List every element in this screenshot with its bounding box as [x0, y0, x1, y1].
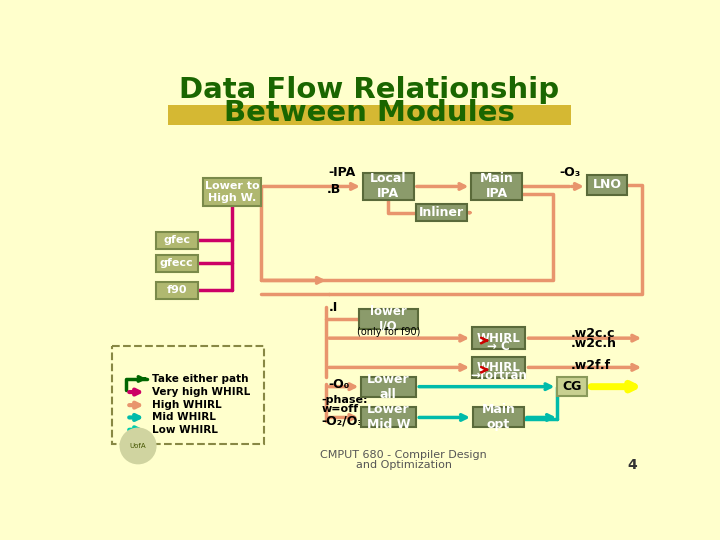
Text: → C: → C	[487, 340, 510, 353]
Text: Lower to
High W.: Lower to High W.	[204, 181, 259, 202]
Text: Main
opt: Main opt	[482, 403, 516, 431]
Text: Local
IPA: Local IPA	[370, 172, 407, 200]
Text: (only for f90): (only for f90)	[356, 327, 420, 337]
Text: gfecc: gfecc	[160, 259, 194, 268]
Text: Low WHIRL: Low WHIRL	[152, 425, 218, 435]
FancyBboxPatch shape	[203, 178, 261, 206]
FancyBboxPatch shape	[472, 327, 525, 349]
Text: -O₃: -O₃	[559, 166, 580, 179]
FancyBboxPatch shape	[472, 173, 523, 200]
Text: w=off: w=off	[322, 404, 359, 414]
Text: -phase:: -phase:	[322, 395, 368, 405]
FancyBboxPatch shape	[361, 408, 415, 428]
Text: .B: .B	[327, 183, 341, 196]
Text: .w2f.f: .w2f.f	[570, 360, 611, 373]
Text: 4: 4	[628, 458, 637, 472]
Text: CG: CG	[562, 380, 582, 393]
FancyBboxPatch shape	[168, 105, 570, 125]
FancyBboxPatch shape	[363, 173, 414, 200]
FancyBboxPatch shape	[472, 356, 525, 378]
Text: Inliner: Inliner	[418, 206, 464, 219]
Text: →fortran: →fortran	[470, 369, 527, 382]
FancyBboxPatch shape	[156, 282, 198, 299]
FancyBboxPatch shape	[587, 175, 627, 195]
Text: .w2c.h: .w2c.h	[570, 337, 616, 350]
Text: High WHIRL: High WHIRL	[152, 400, 222, 410]
Text: lower
I/O: lower I/O	[370, 305, 407, 333]
Text: Mid WHIRL: Mid WHIRL	[152, 413, 216, 422]
Text: Between Modules: Between Modules	[224, 98, 514, 126]
FancyBboxPatch shape	[359, 309, 418, 329]
Text: gfec: gfec	[163, 235, 190, 245]
Text: .I: .I	[329, 301, 338, 314]
Text: Main
IPA: Main IPA	[480, 172, 514, 200]
Circle shape	[120, 428, 156, 464]
FancyBboxPatch shape	[557, 377, 587, 396]
Text: Data Flow Relationship: Data Flow Relationship	[179, 76, 559, 104]
Text: WHIRL: WHIRL	[477, 332, 521, 345]
Text: WHIRL: WHIRL	[477, 361, 521, 374]
FancyBboxPatch shape	[361, 377, 415, 397]
Text: -O₀: -O₀	[329, 378, 350, 391]
FancyBboxPatch shape	[473, 408, 524, 428]
Text: Take either path: Take either path	[152, 374, 248, 384]
FancyBboxPatch shape	[156, 255, 198, 272]
Text: LNO: LNO	[593, 178, 621, 191]
Text: and Optimization: and Optimization	[356, 460, 452, 470]
Text: .w2c.c: .w2c.c	[570, 327, 615, 340]
Text: Very high WHIRL: Very high WHIRL	[152, 387, 251, 397]
Text: -O₂/O₃: -O₂/O₃	[322, 414, 364, 427]
Text: UofA: UofA	[130, 443, 146, 449]
Text: Lower
Mid W: Lower Mid W	[366, 403, 410, 431]
Text: -IPA: -IPA	[329, 166, 356, 179]
FancyBboxPatch shape	[112, 346, 264, 444]
Text: CMPUT 680 - Compiler Design: CMPUT 680 - Compiler Design	[320, 450, 487, 460]
Text: f90: f90	[166, 286, 187, 295]
FancyBboxPatch shape	[415, 204, 467, 221]
Text: Lower
all: Lower all	[367, 373, 410, 401]
FancyBboxPatch shape	[156, 232, 198, 249]
